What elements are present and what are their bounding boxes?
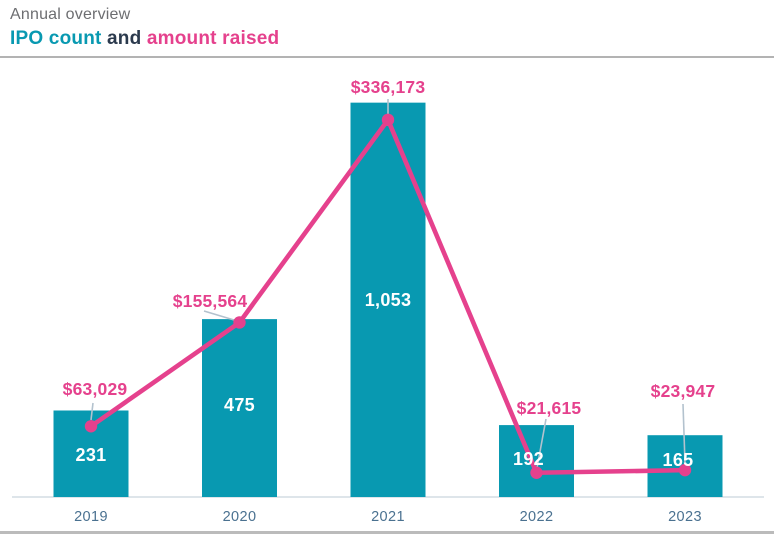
x-axis-tick: 2019 xyxy=(74,509,108,525)
bar-value-label: 475 xyxy=(224,395,255,416)
amount-raised-label: $21,615 xyxy=(516,398,582,418)
chart-subtitle: Annual overview xyxy=(10,6,131,23)
title-part-amount-raised: amount raised xyxy=(146,28,280,49)
amount-raised-label: $336,173 xyxy=(350,77,426,97)
amount-raised-point xyxy=(678,463,692,477)
bar-value-label: 165 xyxy=(662,450,694,471)
x-axis-tick: 2022 xyxy=(519,509,554,525)
bar-value-label: 231 xyxy=(75,444,107,465)
label-leader-line xyxy=(536,418,547,469)
bar-value-label: 1,053 xyxy=(364,289,412,310)
amount-raised-label: $23,947 xyxy=(650,381,716,401)
bottom-divider xyxy=(0,531,774,534)
header-divider xyxy=(0,56,774,58)
ipo-count-bar xyxy=(499,425,574,497)
amount-raised-point xyxy=(233,316,246,329)
title-part-ipo-count: IPO count xyxy=(10,28,102,49)
amount-raised-label: $63,029 xyxy=(62,379,128,399)
label-leader-line xyxy=(203,310,235,321)
bar-value-label: 192 xyxy=(513,449,544,470)
ipo-count-bar xyxy=(202,319,277,497)
label-leader-line xyxy=(682,403,686,464)
title-part-and: and xyxy=(101,28,147,49)
ipo-count-bar xyxy=(350,102,426,498)
x-axis-tick: 2020 xyxy=(222,509,257,525)
chart-title: IPO count and amount raised xyxy=(10,28,279,50)
x-axis-tick: 2021 xyxy=(371,509,405,525)
amount-raised-point xyxy=(381,113,395,127)
amount-raised-point xyxy=(84,420,98,433)
x-axis-tick: 2023 xyxy=(668,509,702,525)
amount-raised-point xyxy=(530,466,543,479)
amount-raised-label: $155,564 xyxy=(172,291,248,311)
label-leader-line xyxy=(90,402,94,421)
